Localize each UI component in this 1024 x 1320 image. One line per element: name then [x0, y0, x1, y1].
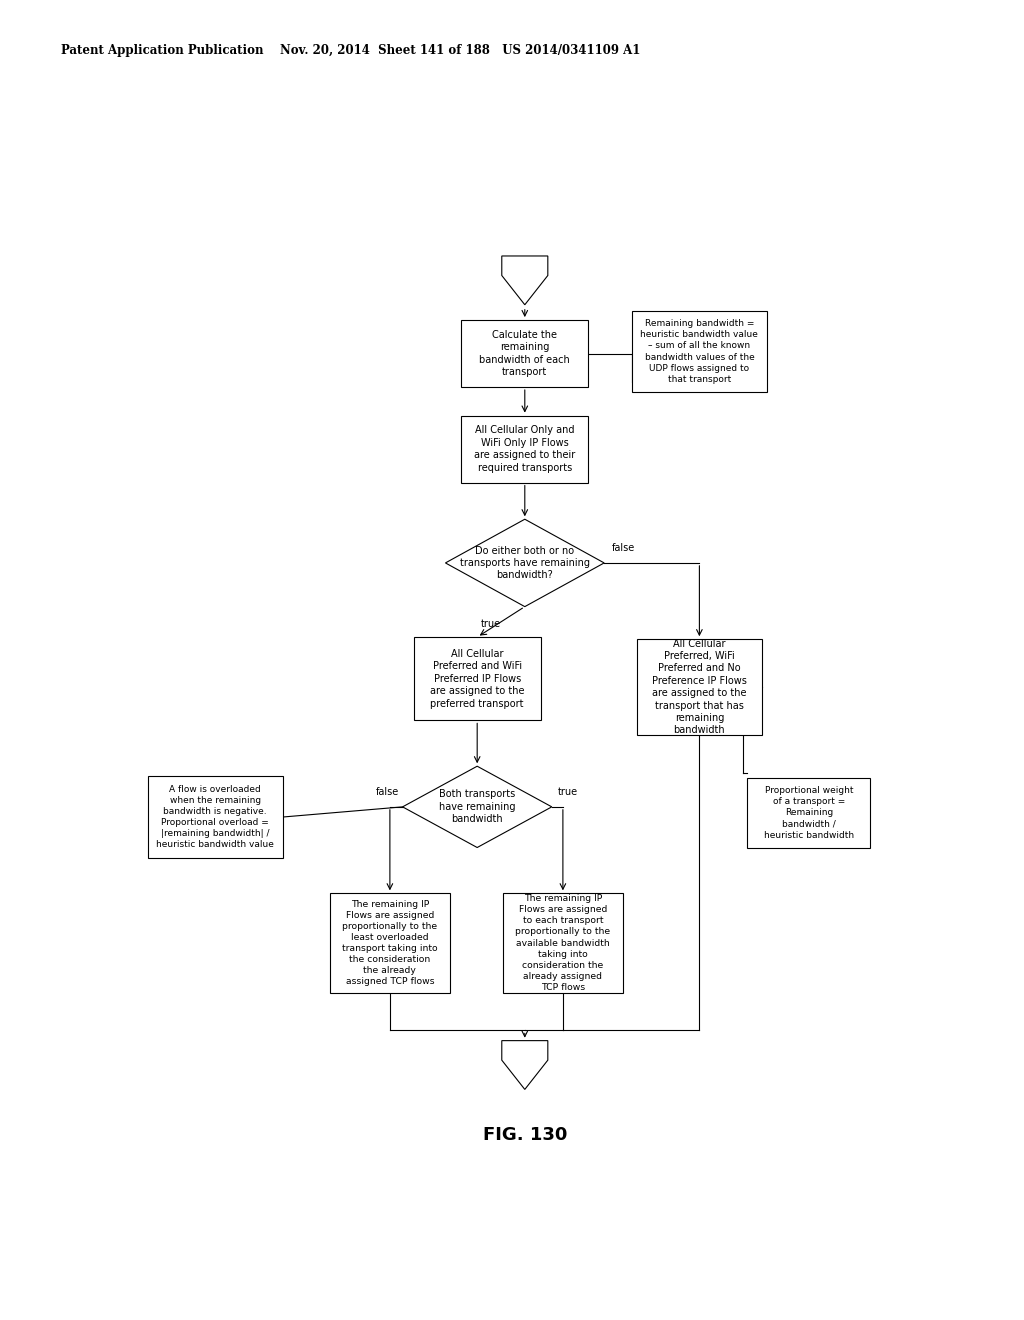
Text: Proportional weight
of a transport =
Remaining
bandwidth /
heuristic bandwidth: Proportional weight of a transport = Rem… [764, 787, 854, 840]
FancyBboxPatch shape [632, 312, 767, 392]
Text: Calculate the
remaining
bandwidth of each
transport: Calculate the remaining bandwidth of eac… [479, 330, 570, 378]
FancyBboxPatch shape [461, 416, 588, 483]
Text: false: false [376, 787, 398, 797]
Polygon shape [445, 519, 604, 607]
Polygon shape [402, 766, 552, 847]
Text: All Cellular
Preferred and WiFi
Preferred IP Flows
are assigned to the
preferred: All Cellular Preferred and WiFi Preferre… [430, 649, 524, 709]
FancyBboxPatch shape [414, 638, 541, 721]
FancyBboxPatch shape [503, 894, 624, 993]
FancyBboxPatch shape [461, 319, 588, 387]
Text: The remaining IP
Flows are assigned
to each transport
proportionally to the
avai: The remaining IP Flows are assigned to e… [515, 894, 610, 991]
Text: Patent Application Publication    Nov. 20, 2014  Sheet 141 of 188   US 2014/0341: Patent Application Publication Nov. 20, … [61, 44, 641, 57]
Text: Do either both or no
transports have remaining
bandwidth?: Do either both or no transports have rem… [460, 545, 590, 581]
Text: All Cellular
Preferred, WiFi
Preferred and No
Preference IP Flows
are assigned t: All Cellular Preferred, WiFi Preferred a… [652, 639, 746, 735]
Text: FIG. 130: FIG. 130 [482, 1126, 567, 1144]
FancyBboxPatch shape [147, 776, 283, 858]
Polygon shape [502, 256, 548, 305]
Text: Both transports
have remaining
bandwidth: Both transports have remaining bandwidth [439, 789, 515, 824]
Text: The remaining IP
Flows are assigned
proportionally to the
least overloaded
trans: The remaining IP Flows are assigned prop… [342, 900, 437, 986]
Text: true: true [481, 619, 502, 628]
Text: A flow is overloaded
when the remaining
bandwidth is negative.
Proportional over: A flow is overloaded when the remaining … [157, 785, 274, 849]
FancyBboxPatch shape [330, 894, 451, 993]
Text: All Cellular Only and
WiFi Only IP Flows
are assigned to their
required transpor: All Cellular Only and WiFi Only IP Flows… [474, 425, 575, 473]
FancyBboxPatch shape [637, 639, 762, 735]
Text: false: false [612, 543, 635, 553]
Polygon shape [502, 1040, 548, 1089]
Text: true: true [558, 787, 579, 797]
Text: Remaining bandwidth =
heuristic bandwidth value
– sum of all the known
bandwidth: Remaining bandwidth = heuristic bandwidt… [640, 319, 759, 384]
FancyBboxPatch shape [748, 779, 870, 847]
